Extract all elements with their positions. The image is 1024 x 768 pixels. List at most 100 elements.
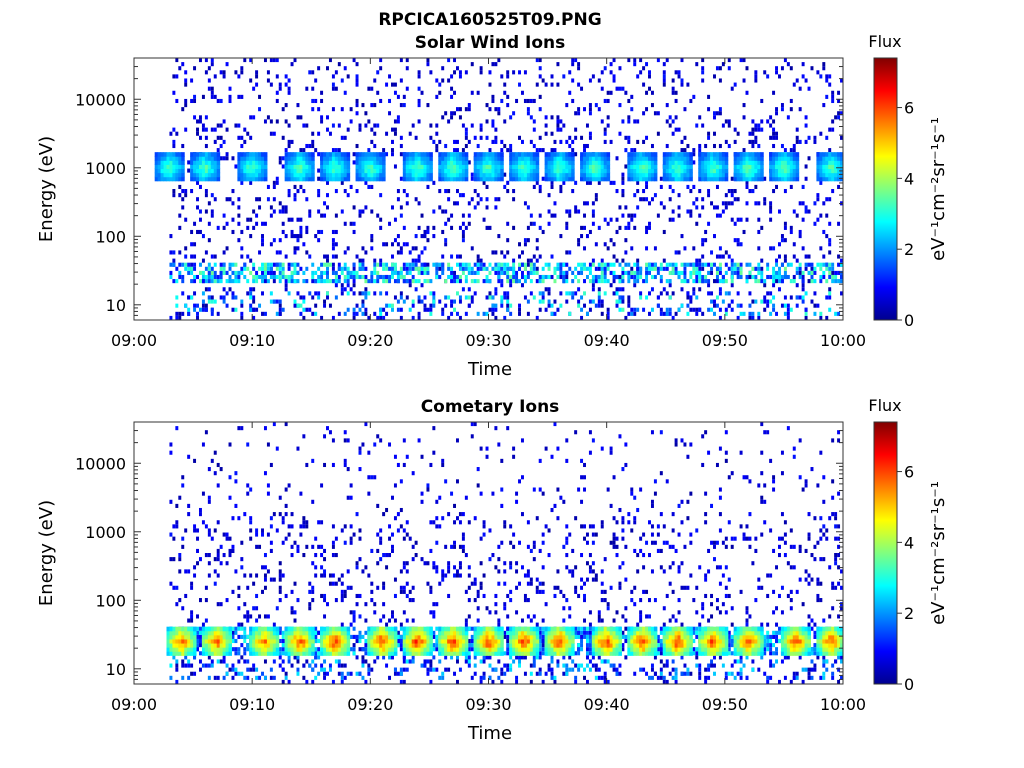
heatmap-cell bbox=[456, 479, 459, 484]
heatmap-cell bbox=[500, 266, 504, 271]
heatmap-cell bbox=[210, 266, 214, 271]
heatmap-cell bbox=[837, 156, 841, 161]
heatmap-cell bbox=[444, 573, 448, 578]
heatmap-cell bbox=[695, 311, 699, 316]
heatmap-cell bbox=[284, 274, 288, 280]
heatmap-cell bbox=[243, 164, 247, 170]
heatmap-cell bbox=[612, 58, 616, 63]
heatmap-cell bbox=[246, 156, 250, 161]
heatmap-cell bbox=[713, 111, 716, 116]
heatmap-cell bbox=[650, 197, 654, 202]
heatmap-cell bbox=[352, 270, 356, 275]
heatmap-cell bbox=[340, 172, 345, 178]
heatmap-cell bbox=[231, 548, 235, 553]
heatmap-cell bbox=[583, 176, 587, 182]
heatmap-cell bbox=[520, 172, 525, 178]
heatmap-cell bbox=[281, 679, 285, 684]
heatmap-cell bbox=[382, 307, 386, 312]
heatmap-cell bbox=[778, 160, 782, 165]
heatmap-cell bbox=[831, 270, 835, 275]
heatmap-cell bbox=[417, 168, 422, 174]
heatmap-cell bbox=[320, 573, 324, 578]
heatmap-cell bbox=[193, 458, 197, 463]
heatmap-cell bbox=[204, 58, 208, 63]
heatmap-cell bbox=[296, 548, 300, 553]
heatmap-cell bbox=[825, 135, 829, 140]
heatmap-cell bbox=[751, 189, 755, 194]
heatmap-cell bbox=[491, 168, 495, 174]
heatmap-cell bbox=[621, 180, 625, 185]
heatmap-cell bbox=[470, 123, 474, 128]
heatmap-cell bbox=[402, 103, 406, 108]
heatmap-cell bbox=[591, 168, 596, 174]
heatmap-cell bbox=[837, 279, 841, 284]
heatmap-cell bbox=[775, 311, 779, 316]
heatmap-cell bbox=[674, 270, 678, 275]
heatmap-cell bbox=[491, 94, 495, 99]
heatmap-cell bbox=[825, 234, 829, 239]
heatmap-cell bbox=[612, 291, 616, 296]
heatmap-cell bbox=[228, 495, 232, 500]
heatmap-cell bbox=[296, 152, 300, 157]
heatmap-cell bbox=[444, 164, 448, 170]
heatmap-cell bbox=[399, 622, 403, 627]
heatmap-cell bbox=[476, 467, 480, 472]
heatmap-cell bbox=[810, 262, 814, 267]
heatmap-cell bbox=[396, 270, 400, 275]
heatmap-cell bbox=[187, 270, 191, 275]
heatmap-cell bbox=[698, 189, 702, 194]
heatmap-cell bbox=[816, 168, 820, 174]
heatmap-cell bbox=[559, 119, 563, 124]
heatmap-cell bbox=[778, 176, 782, 182]
heatmap-cell bbox=[178, 156, 182, 161]
heatmap-cell bbox=[479, 176, 484, 182]
heatmap-cell bbox=[467, 585, 471, 590]
heatmap-cell bbox=[408, 172, 413, 178]
heatmap-cell bbox=[299, 115, 303, 120]
heatmap-cell bbox=[411, 557, 415, 562]
heatmap-cell bbox=[281, 156, 285, 161]
heatmap-cell bbox=[523, 156, 528, 161]
heatmap-cell bbox=[302, 123, 306, 128]
heatmap-cell bbox=[382, 315, 386, 320]
heatmap-cell bbox=[674, 176, 679, 182]
heatmap-cell bbox=[680, 148, 684, 153]
heatmap-cell bbox=[656, 295, 660, 300]
heatmap-cell bbox=[382, 262, 386, 267]
heatmap-cell bbox=[275, 311, 279, 316]
heatmap-cell bbox=[323, 569, 327, 574]
heatmap-cell bbox=[512, 225, 516, 230]
heatmap-cell bbox=[464, 152, 469, 157]
heatmap-cell bbox=[520, 156, 525, 161]
heatmap-cell bbox=[724, 311, 728, 316]
heatmap-cell bbox=[550, 115, 554, 120]
heatmap-cell bbox=[704, 152, 708, 157]
heatmap-cell bbox=[686, 143, 690, 149]
heatmap-cell bbox=[367, 315, 371, 320]
heatmap-cell bbox=[237, 74, 241, 79]
heatmap-cell bbox=[509, 143, 513, 149]
heatmap-cell bbox=[689, 189, 693, 194]
heatmap-cell bbox=[754, 78, 758, 83]
heatmap-cell bbox=[636, 180, 640, 185]
heatmap-cell bbox=[414, 172, 419, 178]
heatmap-cell bbox=[213, 270, 217, 275]
heatmap-cell bbox=[769, 246, 773, 251]
heatmap-cell bbox=[432, 565, 436, 570]
heatmap-cell bbox=[627, 156, 631, 161]
heatmap-cell bbox=[358, 164, 362, 170]
heatmap-cell bbox=[509, 160, 513, 165]
heatmap-cell bbox=[665, 164, 670, 170]
heatmap-cell bbox=[458, 168, 463, 174]
heatmap-cell bbox=[261, 274, 264, 280]
heatmap-cell bbox=[491, 311, 495, 316]
heatmap-cell bbox=[278, 156, 282, 161]
heatmap-cell bbox=[237, 593, 241, 599]
heatmap-cell bbox=[580, 176, 584, 182]
heatmap-cell bbox=[293, 184, 297, 189]
heatmap-cell bbox=[193, 160, 197, 165]
heatmap-cell bbox=[497, 152, 501, 157]
heatmap-cell bbox=[461, 229, 465, 235]
heatmap-cell bbox=[556, 266, 560, 271]
heatmap-cell bbox=[385, 266, 389, 271]
